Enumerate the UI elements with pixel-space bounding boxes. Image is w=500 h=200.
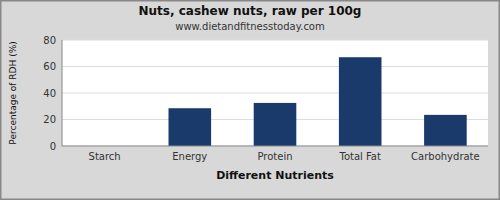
x-tick-label: Carbohydrate (411, 151, 480, 162)
grid-line (62, 146, 488, 147)
bars (169, 57, 467, 146)
x-axis-line (62, 146, 488, 147)
y-grid (62, 40, 488, 146)
y-tick-label: 60 (43, 61, 56, 72)
grid-line (62, 66, 488, 67)
bar (339, 57, 382, 146)
background (1, 1, 500, 200)
x-axis-label: Different Nutrients (216, 169, 334, 182)
chart-svg: 0 20 40 60 80 Starch Energy Protein Total Fat Car… (0, 0, 500, 200)
y-axis-line (62, 40, 63, 146)
y-tick-label: 80 (43, 35, 56, 46)
bar (254, 103, 297, 146)
bar (169, 108, 212, 146)
x-tick-label: Protein (257, 151, 292, 162)
grid-line (62, 93, 488, 94)
x-tick-label: Energy (172, 151, 207, 162)
plot-background (62, 40, 488, 146)
y-tick-label: 40 (43, 88, 56, 99)
subtitle: www.dietandfitnesstoday.com (175, 21, 324, 32)
x-tick-label: Total Fat (338, 151, 380, 162)
y-tick-label: 0 (50, 141, 56, 152)
bar (424, 115, 467, 146)
title: Nuts, cashew nuts, raw per 100g (139, 4, 362, 18)
y-axis-label: Percentage of RDH (%) (8, 41, 18, 144)
y-tick-label: 20 (43, 114, 56, 125)
grid-line (62, 40, 488, 41)
chart-container: 0 20 40 60 80 Starch Energy Protein Total Fat Car… (0, 0, 500, 200)
x-tick-label: Starch (89, 151, 121, 162)
